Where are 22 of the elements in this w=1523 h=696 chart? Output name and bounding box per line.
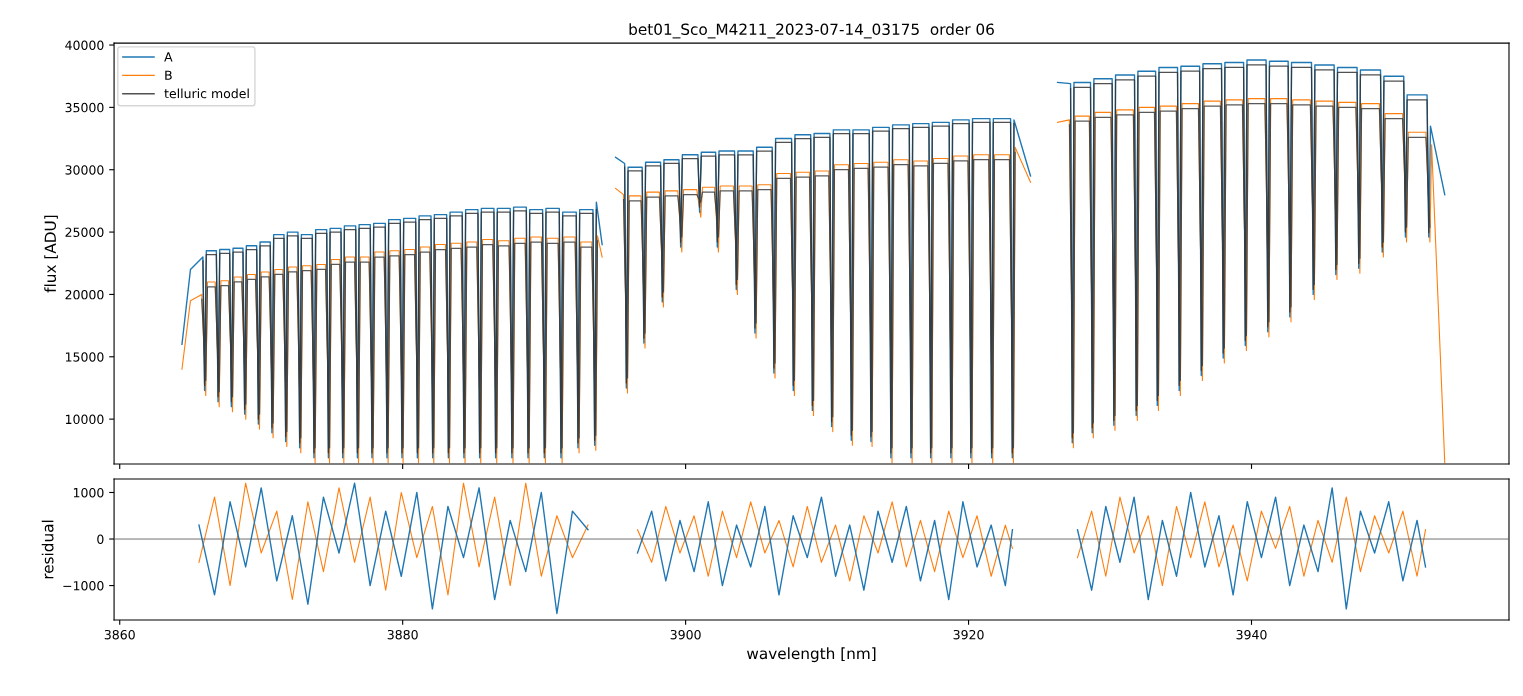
x-tick-label: 3860 (104, 629, 135, 640)
y-tick-label: −1000 (63, 581, 104, 591)
y-tick-label: 10000 (65, 414, 104, 425)
x-tick-label: 3920 (953, 629, 984, 640)
y-tick-label: 0 (97, 534, 104, 544)
y-tick-label: 40000 (65, 40, 104, 50)
y-tick-label: 20000 (65, 289, 104, 300)
x-axis-title: wavelength [nm] (747, 647, 876, 663)
chart-title: bet01_Sco_M4211_2023-07-14_03175 order 06 (629, 23, 994, 39)
legend-label: telluric model (164, 88, 249, 99)
legend-label: A (164, 52, 173, 62)
x-tick-label: 3900 (670, 629, 701, 640)
x-tick-label: 3940 (1236, 629, 1267, 640)
y-axis-title: flux [ADU] (44, 215, 58, 293)
y-tick-label: 15000 (65, 352, 104, 362)
y-tick-label: 30000 (65, 165, 104, 175)
y-tick-label: 35000 (65, 102, 104, 113)
y-axis-title: residual (41, 520, 54, 579)
y-tick-label: 25000 (65, 227, 104, 237)
legend-label: B (165, 70, 172, 80)
y-tick-label: 1000 (73, 487, 104, 498)
x-tick-label: 3880 (387, 629, 418, 640)
